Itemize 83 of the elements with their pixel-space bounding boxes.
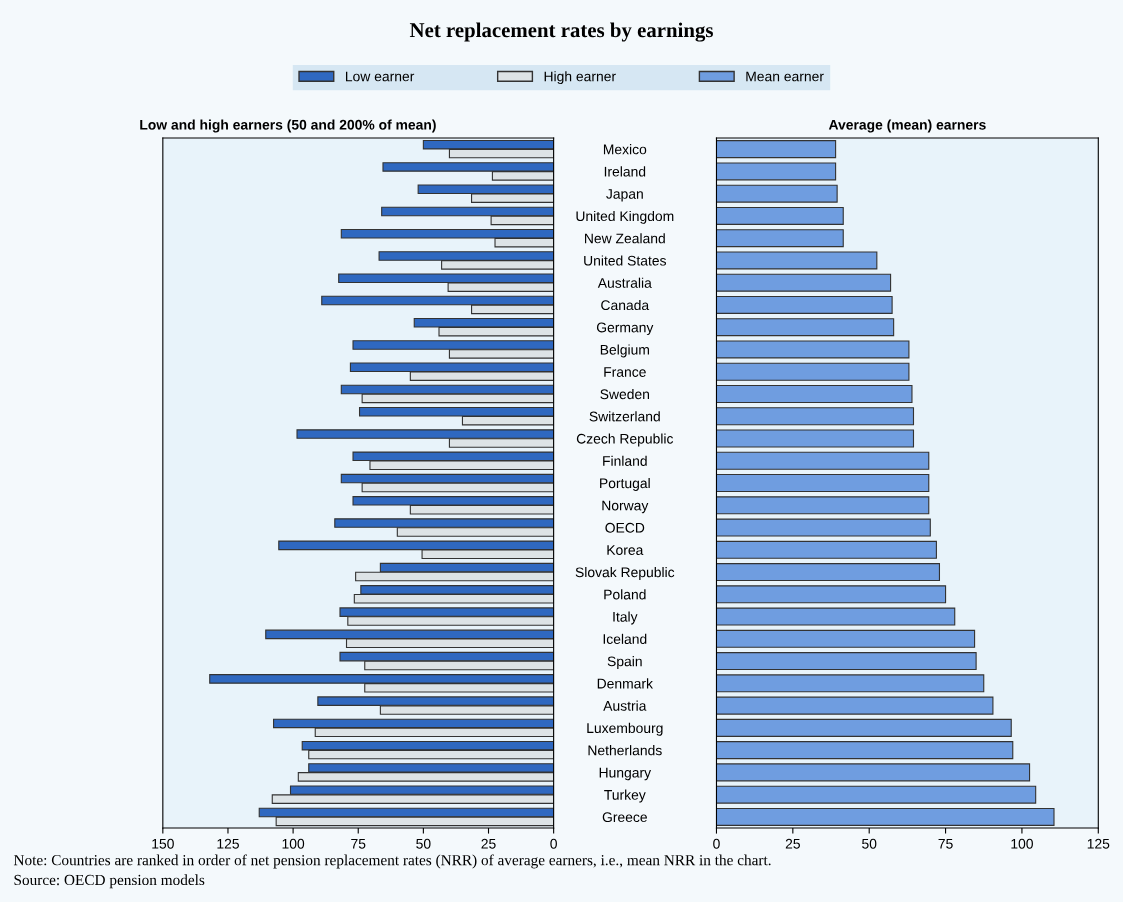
legend-label: High earner	[544, 71, 616, 85]
bar	[716, 540, 937, 559]
y-tick-label: Portugal	[600, 477, 650, 491]
bar	[716, 318, 895, 337]
y-tick-label: United Kingdom	[576, 210, 674, 224]
x-tick-label: 50	[862, 838, 877, 849]
y-tick-label: Turkey	[604, 789, 646, 803]
y-tick-label: New Zealand	[585, 233, 665, 244]
bar	[716, 162, 837, 181]
bar	[716, 407, 915, 426]
bar	[716, 251, 878, 270]
y-tick-label: Slovak Republic	[575, 567, 675, 580]
x-tick-label: 150	[152, 838, 174, 849]
y-tick-label: Italy	[613, 611, 638, 625]
bar	[716, 518, 931, 537]
x-tick-label: 100	[282, 838, 305, 849]
bar	[716, 384, 913, 403]
y-tick-label: Czech Republic	[576, 433, 674, 447]
bar	[716, 451, 930, 470]
bar	[716, 807, 1055, 826]
bar	[716, 184, 838, 203]
bar	[716, 652, 977, 671]
y-tick-label: United States	[584, 255, 666, 266]
chart-title: Net replacement rates by earnings	[409, 22, 713, 42]
x-tick-label: 0	[713, 838, 720, 849]
y-tick-label: OECD	[605, 522, 645, 533]
bar	[716, 362, 910, 381]
bar	[716, 696, 994, 715]
y-tick-label: France	[604, 367, 646, 377]
source-note: Source: OECD pension models	[14, 874, 205, 889]
y-tick-label: Austria	[603, 700, 647, 711]
y-tick-label: Denmark	[597, 678, 653, 689]
y-tick-label: Norway	[602, 500, 649, 514]
y-tick-label: Finland	[603, 455, 647, 466]
bar	[716, 607, 956, 626]
bar	[716, 718, 1012, 737]
bar	[716, 563, 941, 582]
x-tick-label: 125	[217, 838, 239, 849]
y-tick-label: Netherlands	[588, 745, 662, 756]
y-tick-label: Ireland	[604, 166, 646, 177]
x-tick-label: 50	[416, 838, 431, 849]
bar	[716, 295, 893, 314]
bar	[716, 674, 985, 693]
y-tick-label: Luxembourg	[587, 722, 663, 736]
y-tick-label: Sweden	[600, 388, 649, 400]
x-tick-label: 75	[351, 838, 366, 849]
bar	[716, 629, 976, 648]
bar	[716, 741, 1014, 760]
bar	[716, 429, 915, 448]
legend-label: Low earner	[346, 71, 415, 82]
bar	[716, 585, 947, 604]
chart-subtitle: Low and high earners (50 and 200% of mean)	[140, 119, 436, 133]
y-tick-label: Poland	[604, 589, 646, 600]
x-tick-label: 100	[1011, 838, 1033, 849]
bar	[716, 340, 910, 359]
bar	[716, 140, 837, 159]
y-tick-label: Hungary	[599, 767, 652, 781]
bar	[716, 206, 844, 225]
y-tick-label: Australia	[597, 277, 652, 288]
x-tick-label: 75	[938, 838, 953, 849]
y-tick-label: Mexico	[603, 144, 647, 155]
x-tick-label: 0	[550, 838, 557, 849]
bar	[716, 785, 1037, 804]
text: Note: Countries are ranked in order of net pension replacement rates (NRR) of average earners, i.e., mean NRR in the chart.	[13, 854, 771, 869]
x-tick-label: 25	[785, 838, 800, 849]
x-tick-label: 125	[1087, 838, 1110, 849]
bar	[716, 474, 930, 493]
bar	[716, 763, 1031, 782]
y-tick-label: Germany	[596, 322, 654, 336]
y-tick-label: Iceland	[603, 633, 647, 644]
bar	[716, 273, 892, 292]
y-tick-label: Greece	[602, 812, 647, 823]
x-tick-label: 25	[481, 838, 496, 849]
legend-label: Mean earner	[746, 71, 824, 82]
y-tick-label: Spain	[607, 656, 642, 670]
y-tick-label: Japan	[606, 189, 643, 202]
y-tick-label: Belgium	[600, 344, 649, 358]
chart-subtitle: Average (mean) earners	[828, 119, 986, 133]
y-tick-label: Switzerland	[589, 411, 660, 422]
bar	[716, 496, 930, 515]
bar	[716, 229, 844, 248]
y-tick-label: Canada	[601, 299, 650, 311]
y-tick-label: Korea	[607, 545, 644, 555]
